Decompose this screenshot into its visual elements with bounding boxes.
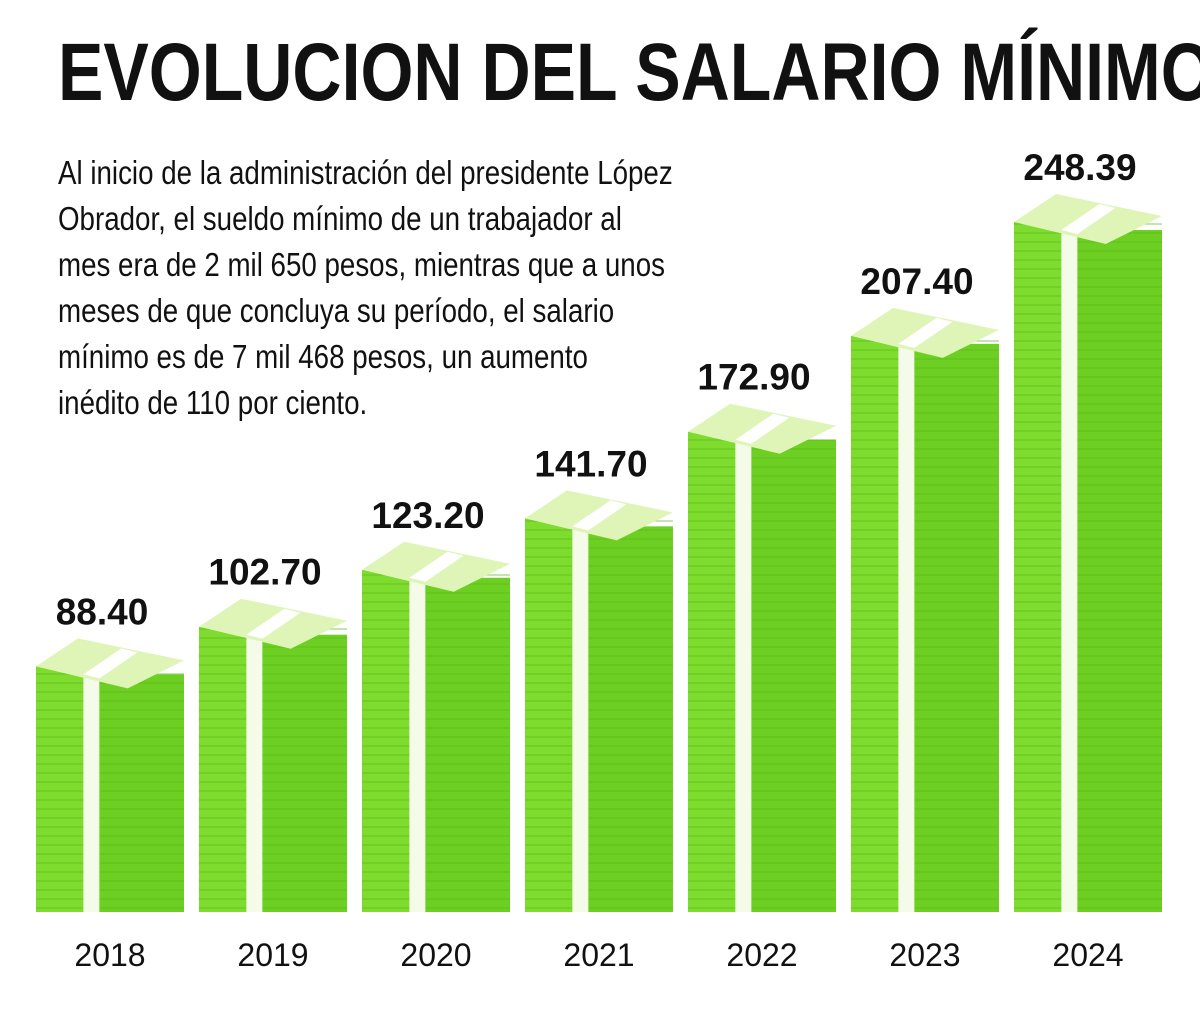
- subtitle-line: Obrador, el sueldo mínimo de un trabajad…: [58, 201, 622, 238]
- band: [246, 630, 263, 912]
- value-label: 102.70: [208, 552, 321, 593]
- subtitle-line: mínimo es de 7 mil 468 pesos, un aumento: [58, 339, 588, 376]
- value-label: 248.39: [1023, 147, 1136, 188]
- value-label: 172.90: [697, 357, 810, 398]
- band: [898, 339, 915, 912]
- stack-texture: [525, 518, 673, 912]
- band-top: [572, 500, 627, 531]
- band: [1061, 226, 1078, 912]
- money-stack: [851, 307, 999, 912]
- x-tick-label: 2020: [400, 937, 471, 973]
- value-label: 88.40: [56, 591, 149, 632]
- subtitle-line: Al inicio de la administración del presi…: [58, 155, 673, 192]
- stack-texture: [688, 431, 836, 912]
- x-tick-label: 2018: [74, 937, 145, 973]
- band-top: [898, 317, 953, 348]
- money-stack: [525, 490, 673, 912]
- x-tick-label: 2021: [563, 937, 634, 973]
- stack-texture: [851, 335, 999, 912]
- x-tick-label: 2022: [726, 937, 797, 973]
- value-label: 141.70: [534, 443, 647, 484]
- band-top: [735, 413, 790, 444]
- band: [83, 670, 100, 912]
- x-tick-label: 2024: [1052, 937, 1123, 973]
- money-stack: [1014, 194, 1162, 912]
- value-label: 123.20: [371, 495, 484, 536]
- subtitle: Al inicio de la administración del presi…: [58, 155, 673, 422]
- x-tick-label: 2019: [237, 937, 308, 973]
- band-top: [1061, 204, 1116, 234]
- stack-texture: [1014, 222, 1162, 912]
- stack-texture: [36, 666, 184, 912]
- band-top: [83, 648, 138, 679]
- money-stack: [199, 598, 347, 912]
- band: [735, 435, 752, 912]
- subtitle-line: meses de que concluya su período, el sal…: [58, 293, 614, 330]
- plot-area: 88.40 2018 102.70 2019 123.20 2020 141.70 2021 1…: [36, 147, 1162, 973]
- chart-title: EVOLUCION DEL SALARIO MÍNIMO: [58, 26, 1200, 117]
- subtitle-line: mes era de 2 mil 650 pesos, mientras que…: [58, 247, 665, 284]
- stack-texture: [199, 626, 347, 912]
- band: [572, 522, 589, 912]
- x-tick-label: 2023: [889, 937, 960, 973]
- band-top: [409, 551, 464, 582]
- money-stack: [362, 541, 510, 912]
- band-top: [246, 608, 301, 639]
- band: [409, 573, 426, 912]
- value-label: 207.40: [860, 261, 973, 302]
- stack-texture: [362, 569, 510, 912]
- money-stack: [688, 403, 836, 912]
- money-stack: [36, 638, 184, 912]
- subtitle-line: inédito de 110 por ciento.: [58, 385, 367, 422]
